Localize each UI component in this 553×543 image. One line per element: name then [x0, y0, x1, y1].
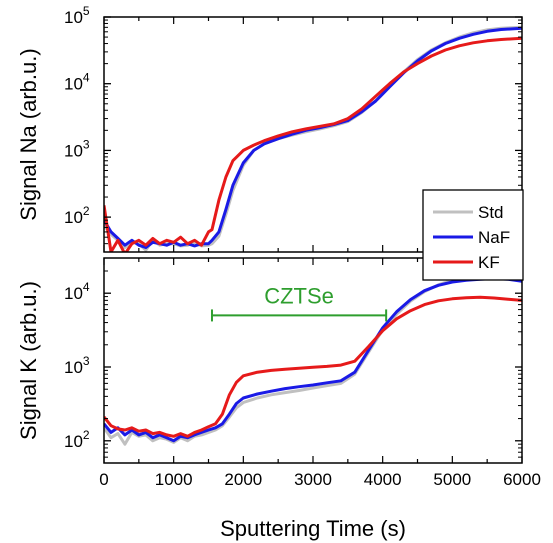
legend-label-std: Std: [478, 203, 504, 222]
na-series-kf-line: [104, 36, 522, 252]
legend-label-kf: KF: [478, 253, 500, 272]
k-xtick-label: 0: [99, 470, 108, 489]
na-series-naf-line: [104, 26, 522, 249]
k-xtick-label: 2000: [224, 470, 262, 489]
k-xtick-label: 4000: [364, 470, 402, 489]
na-ytick-exp: 2: [83, 204, 90, 218]
k-xtick-label: 3000: [294, 470, 332, 489]
na-ytick-label: 104: [64, 71, 90, 94]
na-ytick-label: 103: [64, 137, 90, 160]
legend-label-naf: NaF: [478, 228, 510, 247]
k-ytick-exp: 2: [83, 428, 90, 442]
na-ytick-label: 105: [64, 4, 90, 27]
na-ytick-base: 10: [64, 208, 83, 227]
k-ytick-label: 102: [64, 428, 90, 451]
k-ytick-label: 104: [64, 280, 90, 303]
k-series-kf-line: [104, 295, 522, 438]
k-ytick-exp: 3: [83, 354, 90, 368]
na-series-group: [104, 25, 522, 252]
k-xtick-label: 6000: [503, 470, 541, 489]
k-xlabel: Sputtering Time (s): [220, 516, 406, 541]
k-ytick-exp: 4: [83, 280, 90, 294]
legend-box: [422, 189, 524, 281]
na-ytick-base: 10: [64, 141, 83, 160]
k-ylabel: Signal K (arb.u.): [16, 281, 41, 440]
k-ytick-base: 10: [64, 432, 83, 451]
k-series-naf-line: [104, 277, 522, 443]
k-ytick-base: 10: [64, 284, 83, 303]
k-xtick-label: 1000: [155, 470, 193, 489]
k-series-group: [104, 271, 522, 446]
k-ytick-base: 10: [64, 358, 83, 377]
na-ytick-exp: 5: [83, 4, 90, 18]
na-ytick-base: 10: [64, 8, 83, 27]
na-ylabel: Signal Na (arb.u.): [16, 48, 41, 220]
na-ytick-exp: 4: [83, 71, 90, 85]
na-ytick-base: 10: [64, 75, 83, 94]
k-xtick-label: 5000: [433, 470, 471, 489]
na-ytick-label: 102: [64, 204, 90, 227]
na-ytick-exp: 3: [83, 137, 90, 151]
czts-annotation-label: CZTSe: [264, 283, 334, 308]
k-ytick-label: 103: [64, 354, 90, 377]
